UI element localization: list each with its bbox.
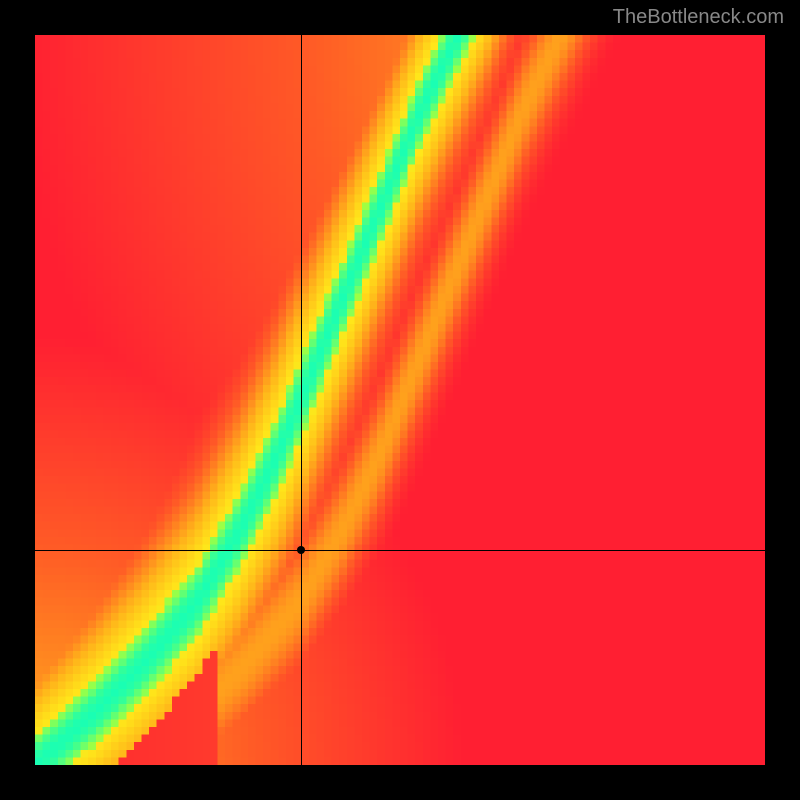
crosshair-vertical: [301, 35, 302, 765]
crosshair-horizontal: [35, 550, 765, 551]
heatmap-plot: [35, 35, 765, 765]
watermark-text: TheBottleneck.com: [613, 6, 784, 29]
crosshair-dot: [297, 546, 305, 554]
heatmap-canvas: [35, 35, 765, 765]
